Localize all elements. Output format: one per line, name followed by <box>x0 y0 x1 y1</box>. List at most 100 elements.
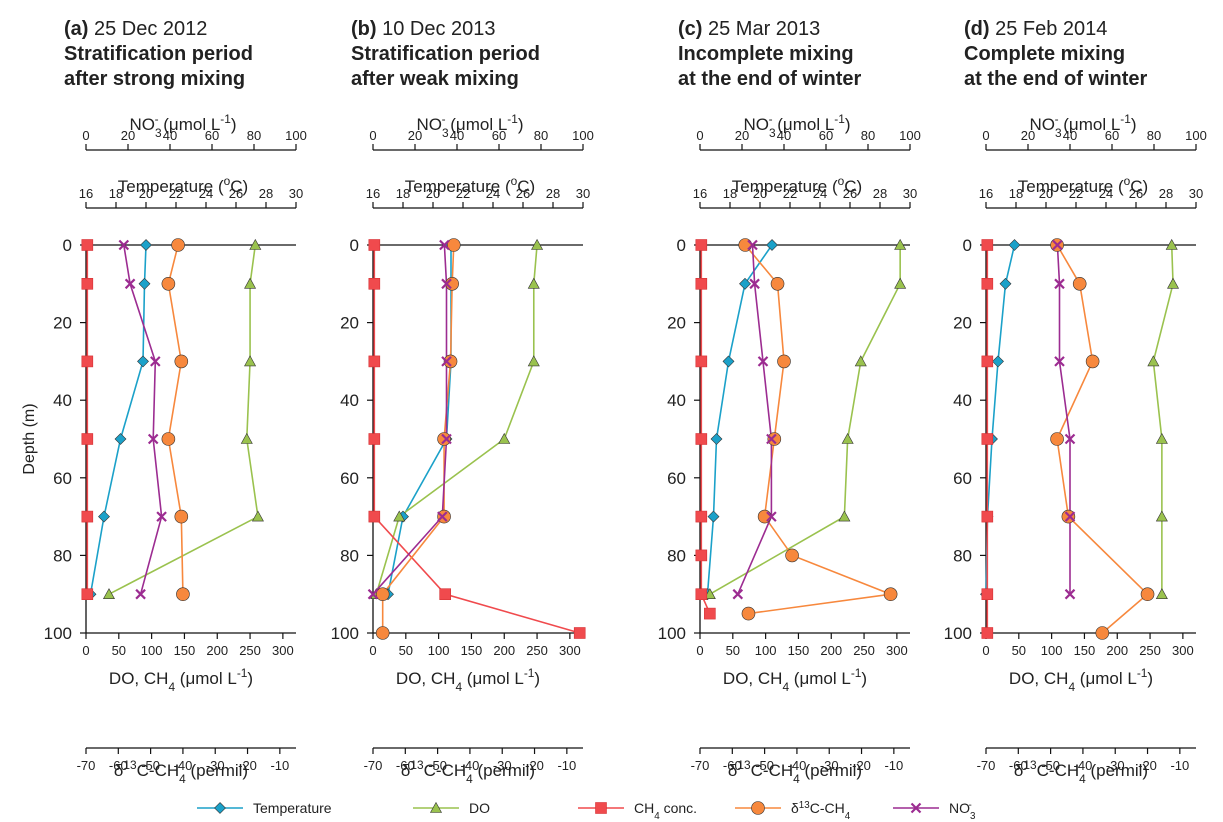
no3-axis-tick-label: 80 <box>534 128 548 143</box>
panel-title-line1: Incomplete mixing <box>678 43 854 65</box>
panel-title-line1: Stratification period <box>351 43 540 65</box>
no3-axis-tick-label: 80 <box>1147 128 1161 143</box>
temp-axis-tick-label: 22 <box>783 186 797 201</box>
depth-tick-label: 0 <box>677 236 686 255</box>
data-point <box>573 627 586 639</box>
legend-label: DO <box>469 800 490 816</box>
panel-title-line2: after weak mixing <box>351 68 519 90</box>
legend: Temperature DO CH4 conc. δ13C-CH4 NO3- <box>197 800 976 822</box>
data-point <box>838 510 851 522</box>
data-point <box>981 588 994 601</box>
data-point <box>757 509 772 524</box>
temp-axis-tick-label: 16 <box>979 186 993 201</box>
series-markers-NO3- <box>1052 239 1076 600</box>
data-point <box>249 238 262 250</box>
series-markers-NO3- <box>732 239 777 600</box>
data-point <box>176 587 190 602</box>
data-point <box>1054 278 1065 290</box>
data-point <box>375 587 390 602</box>
d13c-axis-tick-label: -20 <box>238 758 257 773</box>
temp-axis-tick-label: 16 <box>366 186 380 201</box>
legend-marker <box>751 801 765 815</box>
d13c-axis-tick-label: -40 <box>788 758 807 773</box>
temp-axis-tick-label: 20 <box>139 186 153 201</box>
do-axis-tick-label: 150 <box>1074 643 1096 658</box>
data-point <box>368 355 381 368</box>
data-point <box>732 588 744 600</box>
depth-tick-label: 80 <box>340 546 359 565</box>
series-Temperature <box>985 244 1016 595</box>
panel-a: (a) 25 Dec 2012 Stratification period afte… <box>44 18 307 786</box>
data-point <box>841 432 854 444</box>
data-point <box>1054 356 1065 367</box>
data-point <box>114 433 127 445</box>
data-point <box>710 433 723 445</box>
no3-axis-tick-label: 40 <box>777 128 791 143</box>
d13c-axis-tick-label: -70 <box>77 758 96 773</box>
data-point <box>695 355 708 368</box>
do-axis-tick-label: 250 <box>853 643 875 658</box>
temp-axis-tick-label: 20 <box>1039 186 1053 201</box>
data-point <box>1050 432 1064 446</box>
do-axis-tick-label: 50 <box>726 643 740 658</box>
series-NO3- <box>123 244 163 595</box>
no3-axis-tick-label: 20 <box>1021 128 1035 143</box>
temp-axis-title: Temperature (oC) <box>732 174 862 196</box>
panel-title-line1: Stratification period <box>64 43 253 65</box>
no3-axis-title: NO3- (μmol L-1) <box>416 112 523 140</box>
data-point <box>707 510 720 523</box>
no3-axis-tick-label: 0 <box>696 128 703 143</box>
data-point <box>704 607 716 620</box>
data-point <box>441 433 452 445</box>
series-DO <box>709 245 901 595</box>
series-NO3- <box>1056 244 1071 595</box>
series-markers-NO3- <box>118 239 167 600</box>
series-Temperature <box>706 244 773 595</box>
no3-axis-tick-label: 80 <box>861 128 875 143</box>
data-point <box>766 433 777 445</box>
no3-axis-tick-label: 80 <box>247 128 261 143</box>
temp-axis-tick-label: 22 <box>1069 186 1083 201</box>
do-axis-tick-label: 50 <box>1012 643 1026 658</box>
d13c-axis-tick-label: -60 <box>723 758 742 773</box>
panel-title-line2: at the end of winter <box>678 68 862 90</box>
series-DO <box>375 244 538 595</box>
do-axis-title: DO, CH4 (μmol L-1) <box>109 666 253 694</box>
no3-axis-tick-label: 100 <box>285 128 307 143</box>
no3-axis-tick-label: 0 <box>82 128 89 143</box>
depth-tick-label: 20 <box>53 314 72 333</box>
do-axis-tick-label: 150 <box>174 643 196 658</box>
data-point <box>531 238 544 250</box>
data-point <box>695 433 708 445</box>
series-line <box>700 245 711 614</box>
temp-axis-tick-label: 26 <box>843 186 857 201</box>
d13c-axis-tick-label: -50 <box>141 758 160 773</box>
do-axis-tick-label: 300 <box>1172 643 1194 658</box>
depth-tick-label: 80 <box>667 546 686 565</box>
data-point <box>695 277 708 290</box>
panel-b: (b) 10 Dec 2013 Stratification period afte… <box>331 18 594 786</box>
data-point <box>437 511 448 522</box>
data-point <box>770 276 785 291</box>
series-δ13C-CH4 <box>167 244 184 595</box>
data-point <box>81 433 94 445</box>
temp-axis-tick-label: 30 <box>1189 186 1203 201</box>
legend-item: DO <box>413 800 490 816</box>
depth-tick-label: 40 <box>667 391 686 410</box>
data-point <box>695 588 708 601</box>
data-point <box>161 276 176 291</box>
temp-axis-tick-label: 24 <box>1099 186 1113 201</box>
data-point <box>1167 277 1180 289</box>
data-point <box>981 239 994 251</box>
d13c-axis-tick-label: -10 <box>1170 758 1189 773</box>
temp-axis-title: Temperature (oC) <box>1018 174 1148 196</box>
d13c-axis-tick-label: -40 <box>461 758 480 773</box>
data-point <box>999 277 1012 290</box>
data-point <box>437 432 451 446</box>
no3-axis-tick-label: 60 <box>1105 128 1119 143</box>
no3-axis-tick-label: 100 <box>572 128 594 143</box>
data-point <box>1085 354 1100 369</box>
series-markers-Temperature <box>84 239 152 601</box>
data-point <box>749 278 760 290</box>
